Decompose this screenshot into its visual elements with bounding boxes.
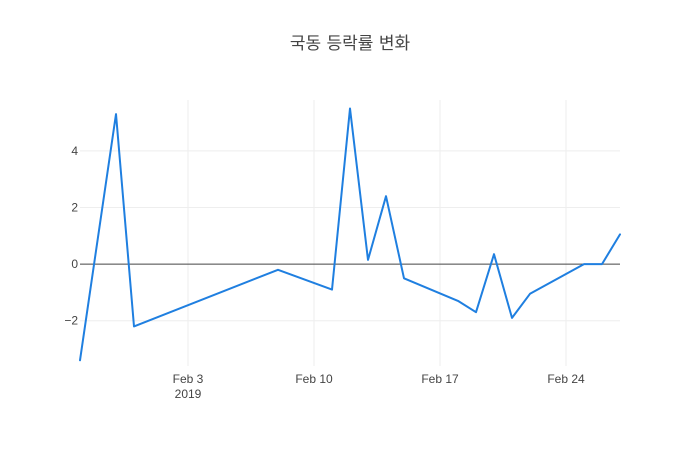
y-axis-ticks: −2 0 2 4 — [64, 144, 78, 328]
data-point — [618, 232, 622, 236]
data-point — [474, 310, 478, 314]
chart-title: 국동 등락률 변화 — [290, 34, 411, 54]
data-point — [582, 262, 586, 266]
x-tick-label: Feb 24 — [547, 372, 585, 386]
data-point — [114, 112, 118, 116]
data-point — [132, 324, 136, 328]
data-point — [384, 194, 388, 198]
x-tick-label: Feb 10 — [295, 372, 333, 386]
y-tick-label: 0 — [71, 257, 78, 271]
data-point — [528, 292, 532, 296]
x-tick-label: Feb 3 — [173, 372, 204, 386]
y-tick-label: −2 — [64, 314, 78, 328]
x-tick-year-label: 2019 — [175, 387, 202, 401]
grid — [80, 100, 620, 366]
data-point — [402, 276, 406, 280]
data-point — [510, 316, 514, 320]
data-point — [456, 299, 460, 303]
data-point — [276, 268, 280, 272]
y-tick-label: 2 — [71, 201, 78, 215]
data-point — [78, 358, 82, 362]
y-tick-label: 4 — [71, 144, 78, 158]
data-point — [600, 262, 604, 266]
data-point — [348, 106, 352, 110]
series-line — [79, 107, 621, 362]
data-point — [366, 258, 370, 262]
series-group — [78, 106, 622, 362]
data-point — [330, 288, 334, 292]
data-point — [492, 252, 496, 256]
x-tick-label: Feb 17 — [421, 372, 459, 386]
